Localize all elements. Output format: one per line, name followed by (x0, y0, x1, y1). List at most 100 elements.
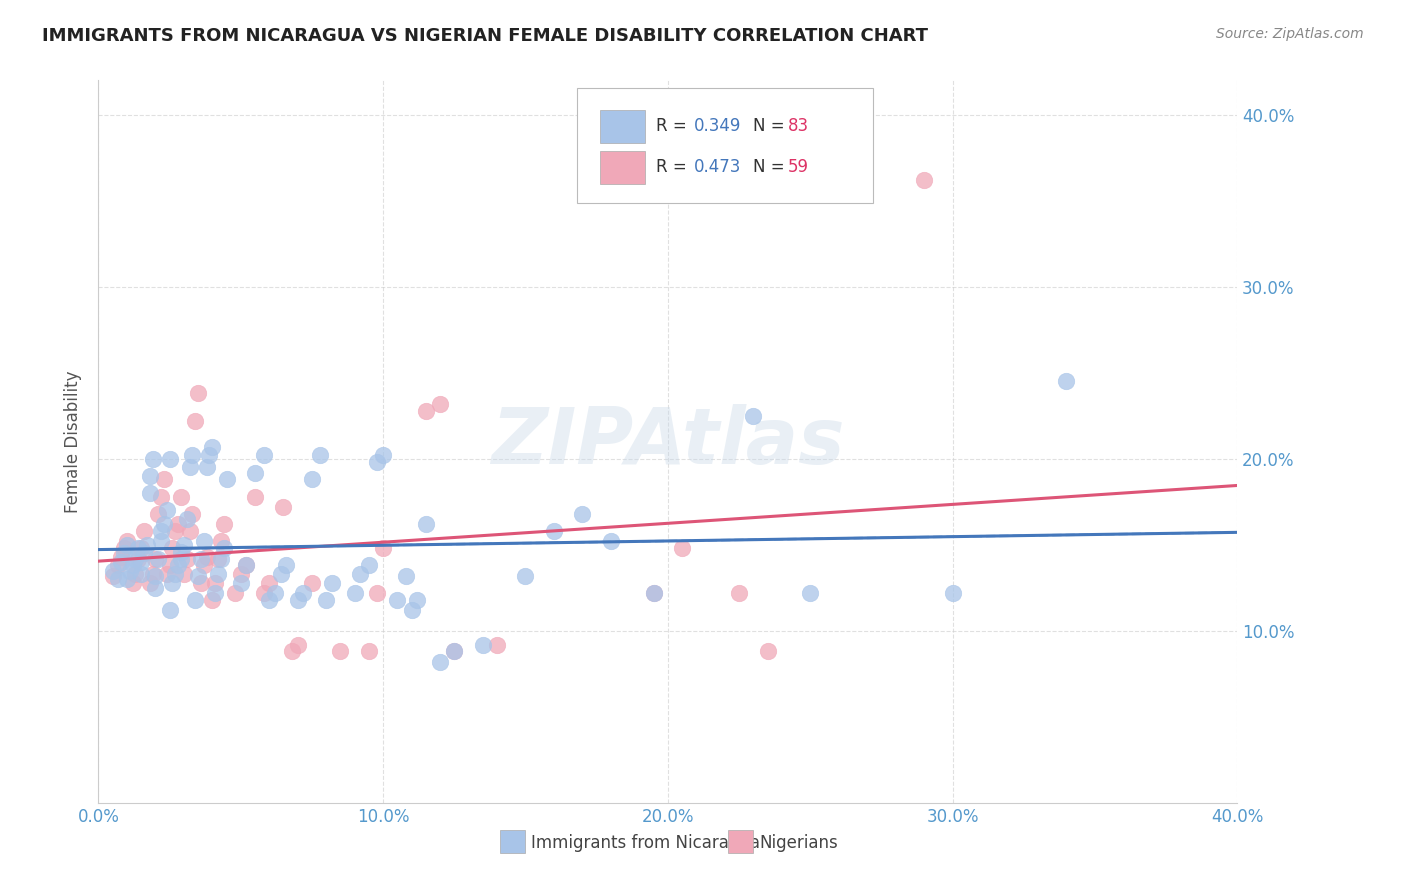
Point (170, 551, 193, 566)
Text: N =: N = (754, 117, 790, 135)
Point (276, 558, 298, 573)
Text: N =: N = (754, 158, 790, 176)
Point (176, 512, 198, 526)
Point (204, 575, 226, 590)
Point (145, 581, 167, 595)
Point (165, 524, 187, 538)
Point (115, 538, 138, 552)
FancyBboxPatch shape (728, 830, 754, 854)
Point (135, 538, 157, 552)
Point (167, 558, 190, 573)
Point (321, 575, 343, 590)
Point (162, 575, 184, 590)
Point (138, 469, 160, 483)
Point (571, 507, 593, 521)
Point (112, 546, 135, 560)
Text: 0.473: 0.473 (695, 158, 741, 176)
Point (127, 541, 149, 556)
Point (387, 592, 409, 607)
Point (401, 603, 423, 617)
Point (366, 455, 388, 469)
Text: R =: R = (657, 117, 693, 135)
FancyBboxPatch shape (599, 110, 645, 143)
Point (159, 558, 181, 573)
Point (156, 503, 179, 517)
Point (156, 567, 179, 582)
Point (229, 575, 252, 590)
Point (165, 567, 187, 582)
Point (118, 564, 141, 578)
Point (181, 507, 204, 521)
Point (224, 586, 246, 600)
Point (443, 644, 465, 658)
Point (187, 386, 209, 401)
Point (184, 592, 207, 607)
Point (190, 575, 212, 590)
Point (148, 507, 170, 521)
Point (112, 541, 135, 556)
Point (201, 592, 224, 607)
Point (471, 638, 494, 652)
Point (287, 638, 309, 652)
Point (121, 575, 143, 590)
Point (181, 448, 204, 462)
Point (243, 466, 266, 480)
Point (132, 524, 155, 538)
Point (301, 472, 323, 486)
Point (179, 524, 201, 538)
Point (110, 555, 132, 569)
Point (243, 490, 266, 504)
FancyBboxPatch shape (501, 830, 526, 854)
Point (212, 541, 235, 556)
Point (209, 534, 232, 549)
Text: 83: 83 (787, 117, 808, 135)
Point (179, 460, 201, 475)
FancyBboxPatch shape (576, 87, 873, 203)
Point (107, 572, 129, 586)
Point (357, 558, 380, 573)
Point (235, 558, 257, 573)
Point (259, 575, 281, 590)
Point (515, 568, 537, 582)
Point (270, 567, 292, 582)
Point (259, 592, 281, 607)
Point (212, 517, 235, 532)
Point (115, 572, 138, 586)
Point (942, 586, 965, 600)
Point (443, 644, 465, 658)
Point (193, 534, 215, 549)
Point (141, 451, 163, 466)
Text: 0.349: 0.349 (695, 117, 741, 135)
Point (1056, 375, 1078, 389)
Point (195, 460, 218, 475)
Point (124, 551, 146, 566)
Point (121, 558, 143, 573)
Point (292, 586, 315, 600)
Point (184, 414, 207, 428)
Point (252, 448, 274, 462)
Point (159, 451, 181, 466)
Point (150, 524, 173, 538)
Text: R =: R = (657, 158, 693, 176)
Point (349, 567, 371, 582)
Point (170, 490, 193, 504)
Point (287, 592, 309, 607)
Point (173, 538, 195, 552)
Point (101, 568, 124, 582)
Point (138, 575, 160, 590)
Point (153, 517, 176, 532)
Point (235, 558, 257, 573)
Point (373, 448, 395, 462)
Point (150, 490, 173, 504)
Point (167, 517, 190, 532)
Point (406, 592, 429, 607)
Point (176, 551, 198, 566)
Point (150, 534, 173, 549)
Point (343, 586, 366, 600)
Point (315, 592, 337, 607)
Point (357, 644, 380, 658)
Point (204, 586, 226, 600)
Point (273, 500, 295, 514)
Point (207, 567, 229, 582)
Point (215, 472, 238, 486)
